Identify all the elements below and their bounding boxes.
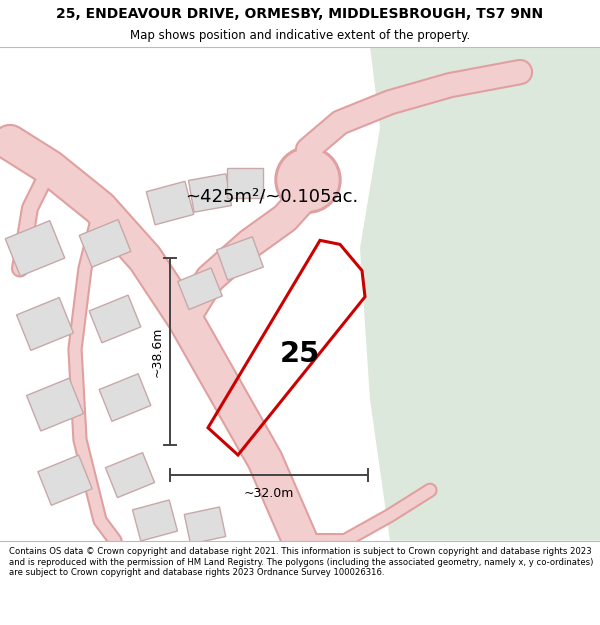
Bar	[188, 174, 232, 212]
Text: Map shows position and indicative extent of the property.: Map shows position and indicative extent…	[130, 29, 470, 42]
Bar	[38, 455, 92, 505]
Bar	[227, 168, 263, 198]
Bar	[217, 237, 263, 280]
Bar	[5, 221, 65, 276]
Bar	[184, 507, 226, 544]
Bar	[99, 374, 151, 421]
Text: ~425m²/~0.105ac.: ~425m²/~0.105ac.	[185, 187, 358, 205]
Circle shape	[275, 147, 341, 213]
Bar	[26, 378, 83, 431]
Bar	[178, 268, 223, 309]
Text: Contains OS data © Crown copyright and database right 2021. This information is : Contains OS data © Crown copyright and d…	[9, 548, 593, 577]
Bar	[146, 181, 194, 225]
Text: ~38.6m: ~38.6m	[151, 326, 163, 377]
Bar	[106, 452, 155, 498]
Bar	[133, 500, 178, 541]
Text: 25: 25	[280, 340, 320, 368]
Text: 25, ENDEAVOUR DRIVE, ORMESBY, MIDDLESBROUGH, TS7 9NN: 25, ENDEAVOUR DRIVE, ORMESBY, MIDDLESBRO…	[56, 7, 544, 21]
Bar	[79, 219, 131, 267]
Bar	[89, 295, 141, 343]
Text: ~32.0m: ~32.0m	[244, 487, 294, 500]
Bar	[17, 298, 73, 351]
Circle shape	[278, 149, 338, 210]
Polygon shape	[360, 47, 600, 541]
